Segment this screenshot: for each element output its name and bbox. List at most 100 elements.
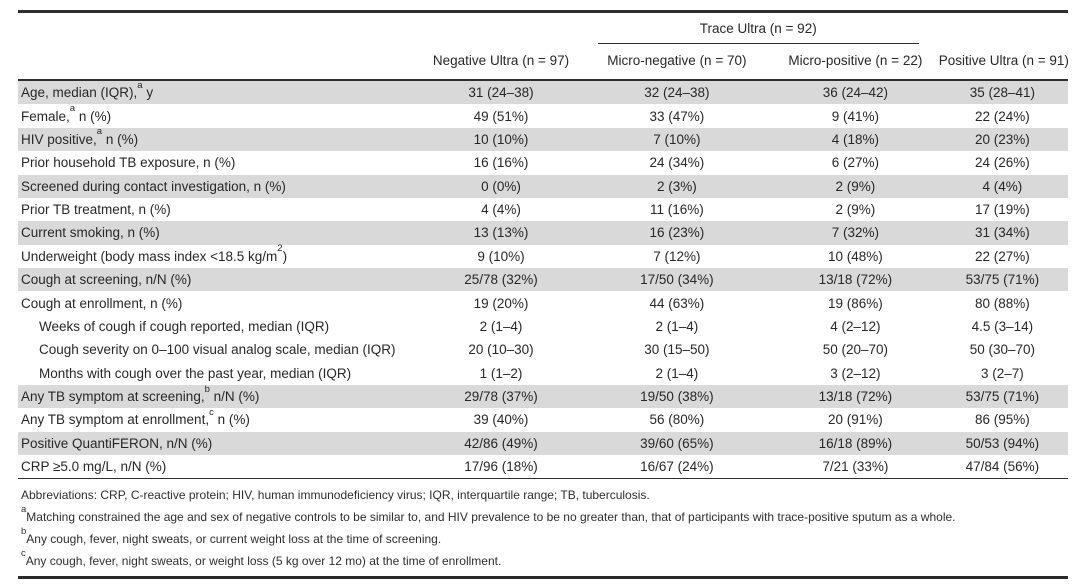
column-header-row: Negative Ultra (n = 97) Micro-negative (… — [18, 44, 1069, 81]
table-row: Current smoking, n (%) 13 (13%) 16 (23%) 7 … — [18, 221, 1068, 245]
cell-value: 24 (34%) — [649, 155, 705, 171]
cell-value: 31 (34%) — [936, 221, 1068, 245]
cell-value: 36 (24–42) — [774, 80, 937, 105]
label-text: n (%) — [213, 412, 250, 428]
cell-value: 53/75 (71%) — [936, 268, 1068, 292]
cell-value: 13/18 (72%) — [774, 384, 937, 409]
label-text: HIV positive, — [21, 131, 97, 147]
table-row: Age, median (IQR),a y 31 (24–38) 32 (24–38… — [18, 79, 1068, 105]
cell-value: 39/60 (65%) — [579, 431, 774, 455]
label-text: Prior TB treatment, n (%) — [21, 202, 171, 218]
row-label: Current smoking, n (%) — [18, 221, 423, 245]
cell-value: 22 (24%) — [974, 108, 1030, 124]
row-label: Prior TB treatment, n (%) — [18, 198, 422, 221]
table-row: Any TB symptom at enrollment,c n (%) 39 (… — [18, 408, 1068, 431]
cell-value: 47/84 (56%) — [936, 455, 1068, 480]
footnote: bAny cough, fever, night sweats, or curr… — [18, 527, 1068, 547]
table-body: Age, median (IQR),a y 31 (24–38) 32 (24–38… — [18, 79, 1068, 480]
cell-value: 16 (23%) — [579, 221, 774, 245]
cell-value: 7 (12%) — [653, 248, 701, 264]
cell-value: 39 (40%) — [473, 412, 529, 428]
label-text: Cough at screening, n/N (%) — [21, 272, 192, 288]
cell-value: 2 (1–4) — [655, 318, 699, 334]
label-text: Any cough, fever, night sweats, or weigh… — [25, 554, 502, 569]
table-row: Female,a n (%) 49 (51%) 33 (47%) 9 (41%) 22 … — [18, 104, 1068, 127]
cell-value: 16 (16%) — [473, 155, 529, 171]
cell-value: 17/50 (34%) — [579, 268, 774, 292]
table-row: Cough severity on 0–100 visual analog sc… — [18, 338, 1068, 361]
cell-value: 2 (3%) — [579, 174, 774, 198]
footnote-marker: a — [69, 103, 76, 115]
table-row: Cough at screening, n/N (%) 25/78 (32%) 17… — [18, 268, 1068, 292]
label-text: CRP ≥5.0 mg/L, n/N (%) — [21, 459, 167, 475]
cell-value: 25/78 (32%) — [422, 268, 580, 292]
cell-value: 7/21 (33%) — [774, 455, 937, 480]
row-label: Underweight (body mass index <18.5 kg/m2… — [18, 243, 422, 268]
label-text: Screened during contact investigation, n… — [21, 178, 286, 194]
cell-value: 33 (47%) — [649, 108, 705, 124]
footnotes-section: Abbreviations: CRP, C-reactive protein; … — [18, 479, 1068, 569]
row-label-column-header — [18, 44, 423, 81]
footnote-marker: c — [209, 406, 214, 418]
participant-characteristics-table: Trace Ultra (n = 92) Negative Ultra (n =… — [18, 10, 1069, 480]
footnote: cAny cough, fever, night sweats, or weig… — [18, 549, 1068, 569]
table-header: Trace Ultra (n = 92) Negative Ultra (n =… — [18, 12, 1069, 81]
cell-value: 80 (88%) — [974, 295, 1030, 311]
cell-value: 42/86 (49%) — [422, 431, 580, 455]
label-text: Underweight (body mass index <18.5 kg/m — [21, 248, 278, 264]
table-row: Underweight (body mass index <18.5 kg/m2… — [18, 243, 1068, 268]
column-header-negative-ultra: Negative Ultra (n = 97) — [422, 44, 580, 81]
label-text: Cough at enrollment, n (%) — [21, 295, 183, 311]
cell-value: 86 (95%) — [974, 412, 1030, 428]
cell-value: 0 (0%) — [422, 174, 580, 198]
row-label: Positive QuantiFERON, n/N (%) — [18, 431, 423, 455]
footnote-marker: 2 — [277, 243, 283, 255]
cell-value: 50/53 (94%) — [936, 431, 1068, 455]
footnote-marker: a — [137, 79, 143, 91]
cell-value: 16/18 (89%) — [774, 431, 937, 455]
cell-value: 13 (13%) — [422, 221, 580, 245]
footnote-marker: b — [204, 383, 210, 395]
cell-value: 2 (1–4) — [655, 365, 699, 381]
cell-value: 19 (86%) — [827, 295, 883, 311]
cell-value: 22 (27%) — [974, 248, 1030, 264]
cell-value: 35 (28–41) — [936, 80, 1068, 105]
row-label: HIV positive,a n (%) — [18, 127, 423, 152]
lettered-footnotes: aMatching constrained the age and sex of… — [18, 505, 1068, 569]
cell-value: 1 (1–2) — [479, 365, 523, 381]
label-text: Female, — [21, 108, 70, 124]
label-text: n (%) — [75, 108, 112, 124]
spanner-spacer — [422, 12, 580, 45]
cell-value: 49 (51%) — [473, 108, 529, 124]
table-row: HIV positive,a n (%) 10 (10%) 7 (10%) 4 (18… — [18, 127, 1068, 152]
spanner-spacer — [937, 12, 1068, 45]
cell-value: 2 (9%) — [774, 174, 937, 198]
cell-value: 3 (2–7) — [980, 365, 1024, 381]
footnote-letter: a — [21, 504, 27, 516]
row-label: Any TB symptom at screening,b n/N (%) — [18, 383, 423, 409]
cell-value: 4 (4%) — [481, 202, 521, 218]
row-label: Female,a n (%) — [18, 104, 422, 127]
spanner-spacer — [18, 12, 422, 45]
cell-value: 44 (63%) — [649, 295, 705, 311]
table-row: Prior TB treatment, n (%) 4 (4%) 11 (16%) 2… — [18, 198, 1068, 221]
label-text: Any cough, fever, night sweats, or curre… — [26, 532, 442, 547]
cell-value: 7 (32%) — [774, 221, 937, 245]
row-label: Age, median (IQR),a y — [18, 79, 423, 105]
cell-value: 31 (24–38) — [422, 80, 580, 105]
label-text: Positive QuantiFERON, n/N (%) — [21, 435, 213, 451]
label-text: y — [142, 85, 154, 101]
row-label: Weeks of cough if cough reported, median… — [18, 315, 422, 338]
cell-value: 10 (10%) — [422, 127, 580, 152]
label-text: ) — [282, 248, 288, 264]
cell-value: 19 (20%) — [473, 295, 529, 311]
table-row: CRP ≥5.0 mg/L, n/N (%) 17/96 (18%) 16/67 (… — [18, 455, 1068, 480]
cell-value: 32 (24–38) — [579, 80, 774, 105]
row-label: Prior household TB exposure, n (%) — [18, 151, 422, 174]
cell-value: 19/50 (38%) — [579, 384, 774, 409]
label-text: n (%) — [102, 131, 139, 147]
trace-ultra-spanner: Trace Ultra (n = 92) — [580, 12, 937, 44]
row-label: Cough severity on 0–100 visual analog sc… — [18, 338, 422, 361]
row-label: Any TB symptom at enrollment,c n (%) — [18, 408, 422, 431]
label-text: Months with cough over the past year, me… — [39, 365, 352, 381]
